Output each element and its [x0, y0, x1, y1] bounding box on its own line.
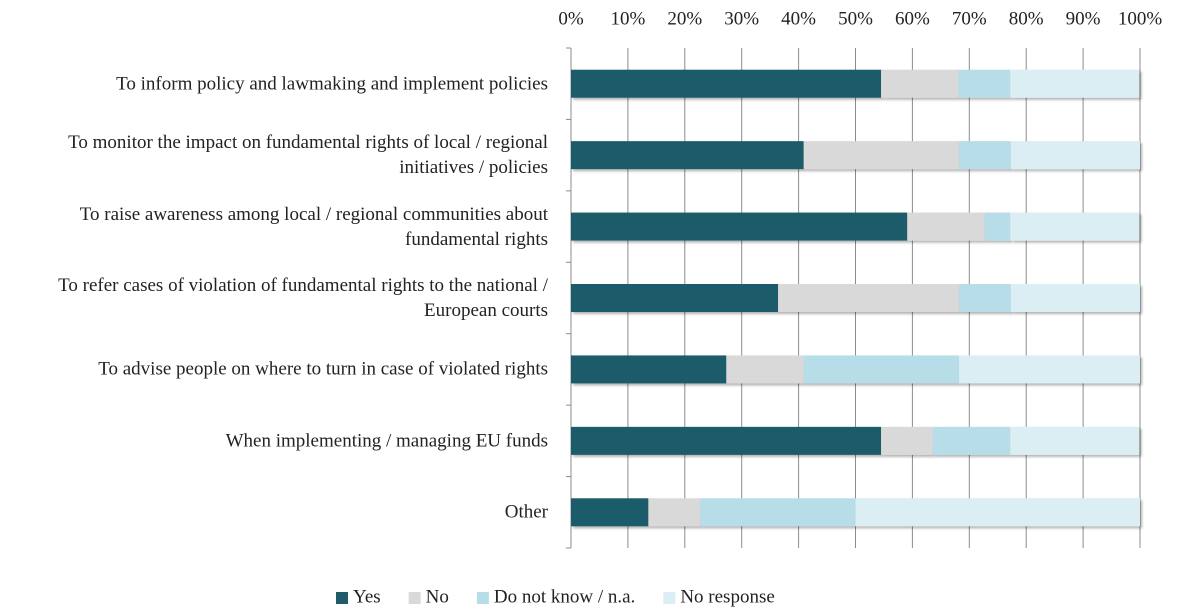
x-tick-label: 60%	[895, 8, 930, 29]
bar-segment	[881, 69, 959, 98]
bar-segment	[648, 498, 701, 527]
x-tick-label: 30%	[724, 8, 759, 29]
x-tick-label: 10%	[610, 8, 645, 29]
bar-segment	[959, 355, 1140, 384]
legend-label: Yes	[353, 586, 381, 607]
x-tick-label: 70%	[952, 8, 987, 29]
bar-segment	[571, 141, 804, 170]
x-tick-label: 100%	[1118, 8, 1163, 29]
legend-swatch	[476, 592, 489, 604]
bar-segment	[571, 69, 882, 98]
bar-segment	[1010, 212, 1140, 241]
bar-segment	[803, 141, 960, 170]
bar-segment	[959, 284, 1011, 312]
bar-segment	[1010, 69, 1140, 98]
x-tick-label: 20%	[667, 8, 702, 29]
bar-segment	[1010, 284, 1140, 312]
legend-label: Do not know / n.a.	[494, 586, 635, 607]
bar-segment	[571, 284, 779, 312]
x-tick-label: 90%	[1066, 8, 1101, 29]
bar-segment	[571, 498, 649, 527]
bar-segment	[700, 498, 856, 527]
bar-segment	[881, 426, 933, 455]
bar-segment	[778, 284, 960, 312]
bar-segment	[571, 355, 727, 384]
legend-swatch	[336, 592, 348, 604]
y-tick-label: Other	[504, 501, 548, 523]
legend-label: No response	[680, 586, 774, 607]
y-tick-label: When implementing / managing EU funds	[225, 430, 548, 452]
bar-segment	[984, 212, 1011, 241]
y-tick-label: To inform policy and lawmaking and imple…	[116, 73, 548, 95]
y-tick-label: To raise awareness among local / regiona…	[79, 203, 548, 250]
x-tick-label: 50%	[838, 8, 873, 29]
x-tick-label: 40%	[781, 8, 816, 29]
y-tick-label: To monitor the impact on fundamental rig…	[68, 132, 548, 179]
y-tick-label: To refer cases of violation of fundament…	[58, 275, 548, 321]
bar-segment	[726, 355, 804, 384]
bar-segment	[1010, 426, 1140, 455]
x-tick-label: 80%	[1009, 8, 1044, 29]
x-tick-label: 0%	[558, 8, 584, 29]
y-tick-label: To advise people on where to turn in cas…	[98, 358, 548, 380]
bar-segment	[1010, 141, 1140, 170]
legend-swatch	[663, 592, 676, 604]
legend-label: No	[426, 586, 449, 607]
legend-swatch	[408, 592, 421, 604]
bar-segment	[855, 498, 1140, 527]
bar-segment	[932, 426, 1011, 455]
bar-segment	[958, 69, 1011, 98]
bar-segment	[571, 426, 882, 455]
bar-segment	[803, 355, 960, 384]
bar-segment	[907, 212, 985, 241]
bar-segment	[959, 141, 1011, 170]
bar-segment	[571, 212, 908, 241]
